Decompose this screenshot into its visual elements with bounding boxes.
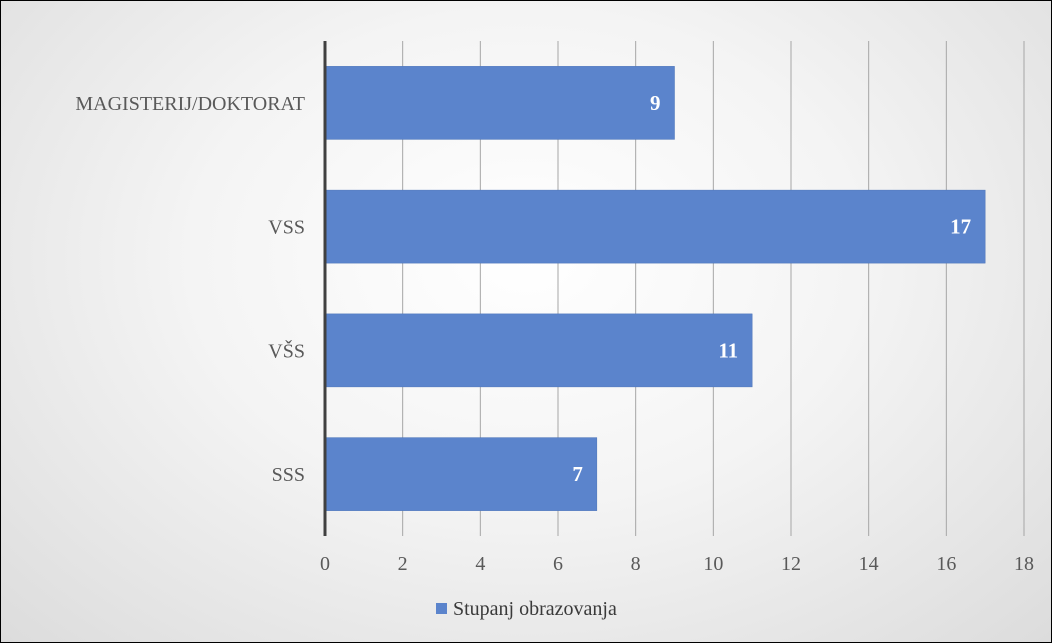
x-tick-label: 14 [859, 553, 879, 575]
bar [324, 437, 598, 511]
x-tick-labels: 0 2 4 6 8 10 12 14 16 18 [320, 553, 1034, 575]
data-labels: 9 17 11 7 [572, 91, 971, 486]
x-tick-label: 16 [936, 553, 956, 575]
x-tick-label: 10 [703, 553, 723, 575]
x-tick-label: 2 [398, 553, 408, 575]
x-tick-label: 6 [553, 553, 563, 575]
bars [324, 66, 986, 511]
category-label: SSS [272, 464, 305, 486]
category-label: VŠS [268, 338, 305, 362]
data-label: 7 [572, 462, 583, 486]
bar [324, 313, 753, 388]
category-label: VSS [268, 217, 305, 239]
x-tick-label: 4 [475, 553, 485, 575]
x-tick-label: 18 [1014, 553, 1034, 575]
x-tick-label: 12 [781, 553, 801, 575]
bar [324, 66, 675, 140]
data-label: 11 [718, 338, 738, 362]
x-tick-label: 0 [320, 553, 330, 575]
bar [324, 189, 986, 264]
legend-label: Stupanj obrazovanja [453, 598, 617, 620]
data-label: 17 [950, 215, 971, 239]
category-labels: MAGISTERIJ/DOKTORAT VSS VŠS SSS [75, 93, 305, 486]
category-label: MAGISTERIJ/DOKTORAT [75, 93, 305, 115]
legend-swatch [436, 603, 447, 614]
x-tick-label: 8 [631, 553, 641, 575]
legend: Stupanj obrazovanja [436, 598, 617, 620]
data-label: 9 [650, 91, 661, 115]
